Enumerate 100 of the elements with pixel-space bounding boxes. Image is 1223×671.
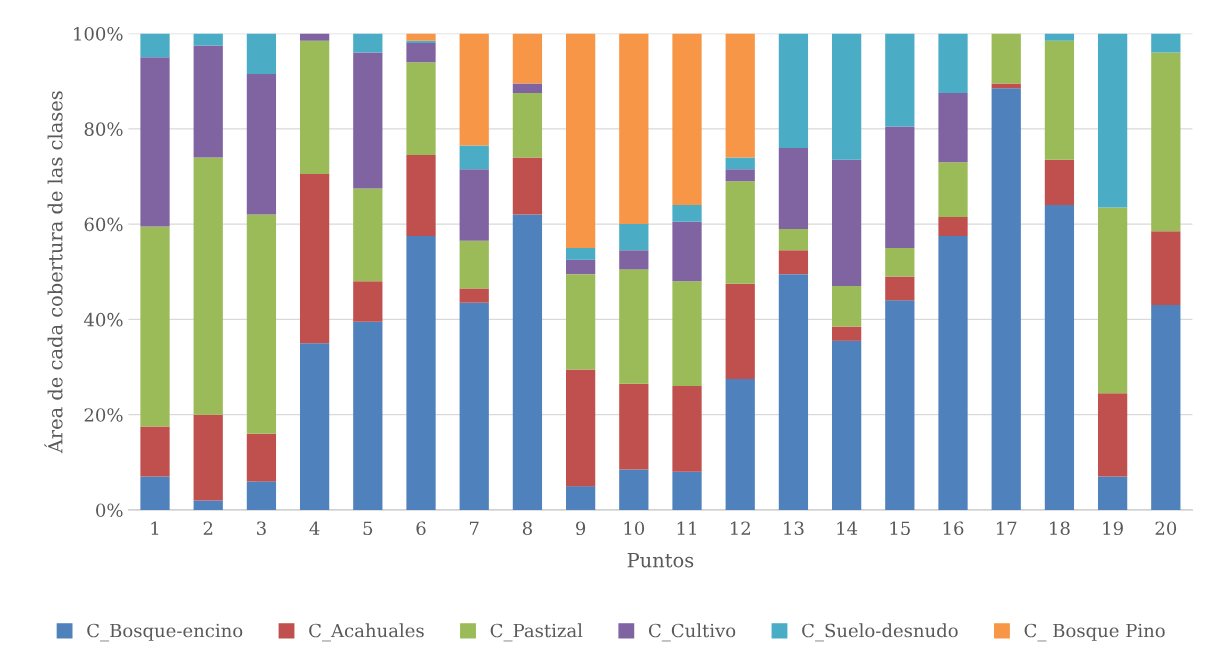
bar: [299, 40, 330, 175]
bar: [512, 214, 543, 510]
x-tick-label: 5: [363, 521, 373, 536]
bar: [938, 93, 968, 163]
bar: [885, 247, 915, 277]
bar: [831, 159, 862, 287]
bar: [1044, 33, 1075, 41]
y-tick-label: 0%: [96, 503, 123, 518]
x-tick-label: 14: [837, 521, 858, 535]
x-tick-label: 16: [943, 521, 964, 536]
bar: [459, 240, 489, 289]
bar: [193, 33, 223, 46]
bar: [672, 281, 702, 387]
bar: [406, 236, 436, 510]
bar: [246, 214, 277, 434]
bar: [1151, 231, 1181, 306]
bar: [1097, 207, 1128, 394]
bar: [246, 33, 277, 75]
x-axis-title: Puntos: [627, 553, 694, 568]
x-tick-label: 3: [257, 521, 266, 536]
bar: [193, 414, 223, 501]
bar: [619, 469, 649, 510]
x-tick-label: 4: [309, 521, 320, 535]
bar: [299, 174, 330, 344]
bar: [938, 216, 968, 237]
bar: [193, 157, 223, 415]
x-tick-label: 18: [1050, 521, 1070, 536]
legend-label: C_Bosque-encino: [87, 623, 243, 642]
y-tick-label: 100%: [74, 27, 123, 41]
y-axis-title: Área de cada cobertura de las clases: [44, 91, 63, 454]
x-tick-label: 1: [151, 521, 159, 535]
bar: [619, 224, 649, 251]
x-tick-label: 20: [1155, 521, 1177, 536]
bar: [353, 321, 383, 510]
bar: [459, 302, 489, 510]
bar: [193, 500, 223, 510]
bar: [619, 250, 649, 270]
bar: [406, 155, 436, 237]
bar: [831, 286, 862, 327]
bar: [778, 250, 809, 275]
bar: [246, 74, 277, 215]
bar: [1097, 476, 1128, 510]
bar: [512, 93, 543, 158]
y-tick-label: 40%: [83, 312, 123, 327]
bar: [299, 33, 330, 41]
bar: [1044, 40, 1075, 160]
x-tick-label: 7: [469, 521, 479, 535]
bar: [565, 486, 596, 510]
bar: [246, 433, 277, 482]
bar: [778, 33, 809, 148]
legend-label: C_ Bosque Pino: [1024, 623, 1165, 642]
x-tick-label: 9: [576, 521, 586, 536]
legend-label: C_Suelo-desnudo: [802, 623, 958, 642]
y-tick-label: 80%: [84, 122, 123, 136]
bar: [565, 274, 596, 370]
bar: [140, 426, 170, 477]
bar: [619, 269, 649, 384]
bar: [725, 169, 755, 182]
y-tick-label: 60%: [84, 217, 123, 232]
x-tick-label: 8: [522, 521, 532, 536]
bar: [140, 226, 170, 427]
bar: [672, 386, 702, 472]
bar: [565, 247, 596, 260]
x-tick-label: 13: [784, 521, 804, 536]
bar: [459, 169, 489, 241]
bar: [140, 57, 170, 227]
bar: [831, 340, 862, 510]
bar: [725, 181, 755, 284]
bar: [778, 147, 809, 229]
x-tick-label: 17: [996, 521, 1017, 535]
x-tick-label: 12: [730, 521, 750, 535]
x-tick-label: 2: [203, 521, 213, 535]
bar: [459, 288, 489, 303]
bar: [725, 33, 755, 158]
bar: [353, 281, 383, 322]
bar: [353, 188, 383, 282]
bar: [938, 162, 968, 217]
bar: [246, 481, 277, 510]
x-tick-label: 10: [624, 521, 645, 536]
bar: [1151, 52, 1181, 232]
legend-label: C_Cultivo: [648, 623, 736, 642]
bar: [512, 83, 543, 94]
bar: [406, 62, 436, 156]
bar: [938, 33, 968, 94]
bar: [140, 33, 170, 58]
bar: [459, 33, 489, 146]
bar: [406, 33, 436, 41]
bar: [885, 276, 915, 301]
bar: [512, 33, 543, 84]
bar: [778, 228, 809, 251]
bar: [1097, 33, 1128, 208]
bar: [885, 33, 915, 127]
bar: [140, 476, 170, 510]
bar: [831, 33, 862, 160]
bar: [353, 33, 383, 53]
bar: [672, 205, 702, 222]
bar: [672, 33, 702, 206]
bar: [885, 126, 915, 248]
bar: [938, 236, 968, 510]
x-tick-label: 15: [890, 521, 910, 536]
